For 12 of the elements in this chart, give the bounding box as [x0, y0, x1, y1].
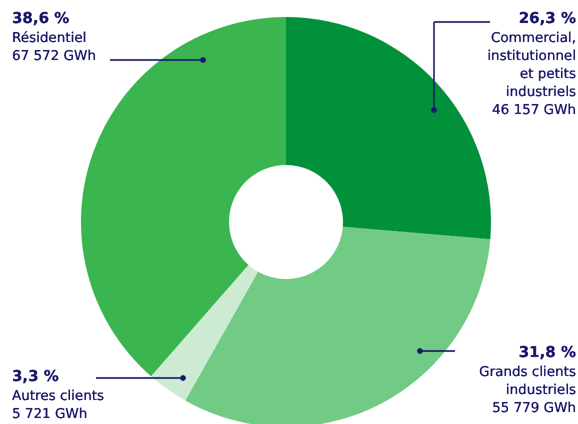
slice-label: Autres clients — [12, 388, 104, 404]
data-label: 5 721 GWh — [12, 406, 88, 422]
data-label: 67 572 GWh — [12, 48, 96, 64]
text: 26,3 % — [518, 9, 576, 27]
text: 38,6 % — [12, 9, 70, 27]
text: 31,8 % — [518, 343, 576, 361]
slice-label: Commercial, institutionnel et petits industriels — [487, 30, 576, 100]
text: 3,3 % — [12, 367, 59, 385]
slice-label: Résidentiel — [12, 30, 86, 46]
slice-label: Grands clients industriels — [479, 364, 576, 398]
data-label: 55 779 GWh — [492, 400, 576, 416]
data-label: 46 157 GWh — [492, 102, 576, 118]
